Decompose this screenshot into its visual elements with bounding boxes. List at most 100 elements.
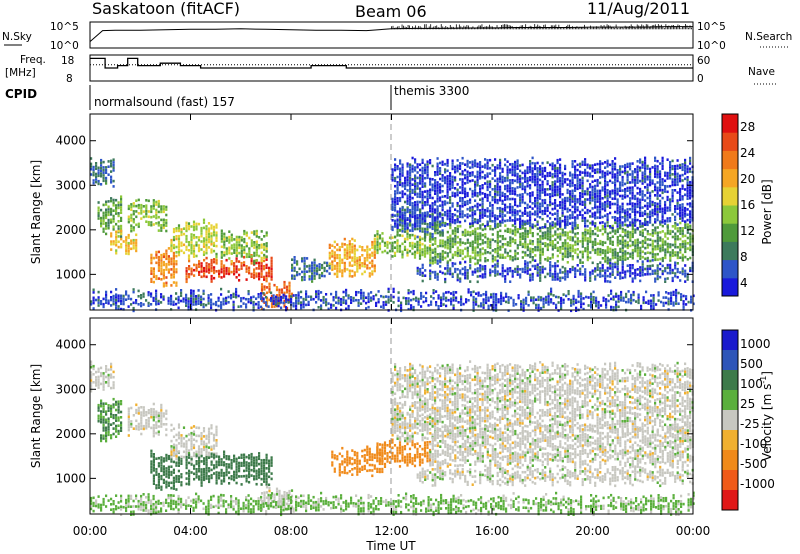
heatmap-cell	[531, 207, 534, 210]
heatmap-cell	[360, 302, 363, 305]
heatmap-cell	[375, 293, 378, 297]
heatmap-cell	[464, 192, 467, 196]
heatmap-cell	[260, 299, 264, 302]
heatmap-cell	[486, 164, 489, 167]
heatmap-cell	[451, 164, 454, 168]
heatmap-cell	[529, 184, 532, 187]
heatmap-cell	[288, 292, 291, 295]
heatmap-cell	[521, 219, 524, 223]
heatmap-cell	[373, 240, 376, 243]
heatmap-cell	[546, 214, 549, 218]
heatmap-cell	[152, 270, 155, 273]
heatmap-cell	[185, 293, 188, 297]
heatmap-cell	[586, 239, 589, 243]
heatmap-cell	[396, 228, 399, 231]
heatmap-cell	[561, 258, 564, 261]
heatmap-cell	[315, 290, 318, 293]
heatmap-cell	[522, 303, 525, 307]
heatmap-cell	[137, 225, 140, 228]
heatmap-cell	[484, 192, 487, 196]
heatmap-cell	[511, 165, 514, 169]
heatmap-cell	[301, 270, 304, 274]
heatmap-cell	[649, 233, 652, 236]
heatmap-cell	[112, 217, 115, 220]
heatmap-cell	[479, 193, 482, 196]
heatmap-cell	[474, 251, 477, 255]
heatmap-cell	[409, 195, 412, 199]
heatmap-cell	[521, 198, 524, 201]
heatmap-cell	[202, 250, 206, 254]
heatmap-cell	[416, 251, 419, 255]
heatmap-cell	[162, 252, 165, 256]
heatmap-cell	[145, 209, 148, 213]
heatmap-cell	[631, 227, 634, 231]
heatmap-cell	[514, 166, 517, 169]
heatmap-cell	[556, 217, 559, 221]
heatmap-cell	[439, 204, 442, 207]
heatmap-cell	[519, 220, 522, 223]
heatmap-cell	[466, 252, 469, 255]
heatmap-cell	[258, 236, 261, 239]
heatmap-cell	[646, 230, 649, 233]
heatmap-cell	[117, 212, 120, 215]
heatmap-cell	[190, 225, 193, 228]
heatmap-cell	[280, 306, 283, 310]
heatmap-cell	[107, 160, 110, 163]
heatmap-cell	[685, 297, 688, 301]
heatmap-cell	[431, 238, 434, 241]
heatmap-cell	[446, 212, 449, 215]
heatmap-cell	[333, 251, 336, 254]
heatmap-cell	[519, 193, 522, 197]
heatmap-cell	[421, 204, 424, 207]
heatmap-cell	[496, 233, 499, 237]
heatmap-cell	[436, 245, 439, 248]
heatmap-cell	[584, 231, 587, 234]
heatmap-cell	[432, 291, 435, 295]
heatmap-cell	[566, 272, 569, 276]
heatmap-cell	[454, 229, 457, 233]
heatmap-cell	[305, 292, 308, 296]
heatmap-cell	[679, 245, 682, 249]
heatmap-cell	[235, 249, 238, 252]
heatmap-cell	[260, 275, 263, 278]
heatmap-cell	[509, 181, 512, 185]
heatmap-cell	[554, 278, 557, 281]
heatmap-cell	[631, 243, 634, 247]
heatmap-cell	[240, 255, 243, 258]
heatmap-cell	[115, 251, 118, 255]
heatmap-cell	[317, 306, 320, 309]
heatmap-cell	[112, 201, 115, 204]
heatmap-cell	[609, 250, 612, 253]
heatmap-cell	[486, 159, 489, 162]
heatmap-cell	[506, 267, 509, 270]
heatmap-cell	[431, 243, 434, 246]
heatmap-cell	[549, 171, 552, 175]
heatmap-cell	[413, 253, 417, 256]
heatmap-cell	[409, 200, 412, 204]
heatmap-cell	[571, 189, 574, 193]
heatmap-cell	[531, 194, 534, 197]
heatmap-cell	[92, 296, 95, 300]
heatmap-cell	[559, 190, 562, 193]
heatmap-cell	[524, 265, 527, 268]
heatmap-cell	[544, 169, 547, 173]
heatmap-cell	[521, 245, 524, 249]
heatmap-cell	[591, 272, 594, 275]
heatmap-cell	[105, 213, 108, 217]
heatmap-cell	[303, 265, 306, 268]
heatmap-cell	[213, 266, 216, 269]
heatmap-cell	[228, 267, 231, 270]
heatmap-cell	[506, 176, 509, 179]
heatmap-cell	[338, 248, 341, 252]
heatmap-cell	[681, 253, 684, 257]
heatmap-cell	[541, 247, 544, 251]
heatmap-cell	[484, 249, 487, 252]
heatmap-cell	[317, 292, 320, 296]
heatmap-cell	[434, 276, 437, 279]
heatmap-cell	[332, 296, 335, 299]
heatmap-cell	[690, 295, 693, 299]
heatmap-cell	[233, 238, 236, 241]
heatmap-cell	[496, 259, 499, 263]
heatmap-cell	[405, 297, 408, 300]
heatmap-cell	[220, 301, 223, 304]
